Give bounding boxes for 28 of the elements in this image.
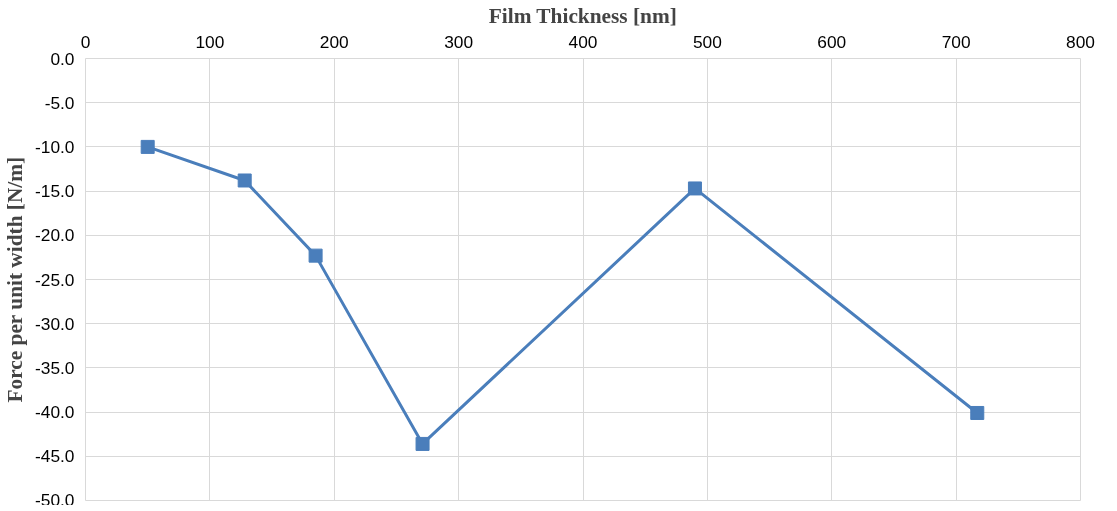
y-tick-label: 0.0	[50, 48, 75, 69]
y-tick-label: -45.0	[35, 446, 75, 467]
point	[308, 248, 323, 263]
y-tick-label: -15.0	[35, 181, 75, 202]
y-tick-label: -25.0	[35, 269, 75, 290]
y-tick-label: -30.0	[35, 313, 75, 334]
y-tick-label: -20.0	[35, 225, 75, 246]
x-tick-label: 600	[817, 31, 847, 52]
x-tick-label: 700	[941, 31, 971, 52]
x-tick-label: 0	[80, 31, 91, 52]
y-tick-label: -5.0	[44, 92, 75, 113]
y-axis-title: Force per unit width [N/m]	[3, 156, 27, 403]
x-tick-label: 200	[319, 31, 349, 52]
y-tick-label: -10.0	[35, 136, 75, 157]
x-tick-label: 500	[692, 31, 722, 52]
point	[237, 173, 252, 188]
point	[687, 181, 702, 196]
y-tick-label: -50.0	[35, 489, 75, 510]
x-tick-label: 800	[1066, 31, 1095, 52]
point	[415, 436, 430, 451]
point	[970, 405, 985, 420]
x-tick-label: 300	[444, 31, 474, 52]
y-tick-label: -40.0	[35, 402, 75, 423]
x-tick-label: 400	[568, 31, 598, 52]
point	[140, 139, 155, 154]
y-tick-label: -35.0	[35, 357, 75, 378]
x-tick-label: 100	[195, 31, 225, 52]
x-axis-title: Film Thickness [nm]	[488, 3, 677, 28]
